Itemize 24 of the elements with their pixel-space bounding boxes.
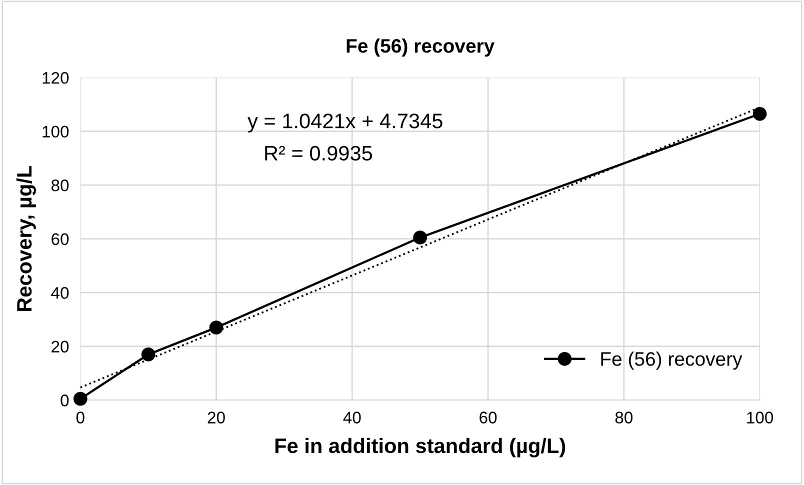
point [141, 347, 156, 362]
point [752, 106, 767, 121]
annotation: y = 1.0421x + 4.7345 [248, 114, 442, 132]
x-axis-title: Fe in addition standard (µg/L) [275, 438, 566, 458]
point [73, 392, 88, 406]
x-tick-label: 0 [76, 412, 84, 424]
y-tick-label: 20 [52, 340, 69, 353]
y-tick-label: 80 [51, 180, 69, 192]
y-tick-label: 120 [42, 72, 69, 84]
y-tick-label: 60 [52, 233, 69, 246]
x-tick-label: 60 [480, 412, 497, 424]
y-axis-title: Recovery, µg/L [16, 166, 36, 312]
legend-label: Fe (56) recovery [601, 352, 742, 370]
annotation: R² = 0.9935 [265, 146, 372, 161]
y-tick-label: 40 [51, 287, 69, 299]
point [209, 320, 224, 334]
x-tick-label: 20 [208, 412, 225, 424]
y-tick-label: 0 [60, 394, 69, 406]
x-tick-label: 40 [343, 412, 361, 424]
point [413, 230, 428, 244]
x-tick-label: 100 [747, 412, 774, 424]
x-tick-label: 80 [615, 412, 633, 424]
y-tick-label: 100 [42, 126, 69, 138]
chart-title: Fe (56) recovery [346, 38, 495, 57]
